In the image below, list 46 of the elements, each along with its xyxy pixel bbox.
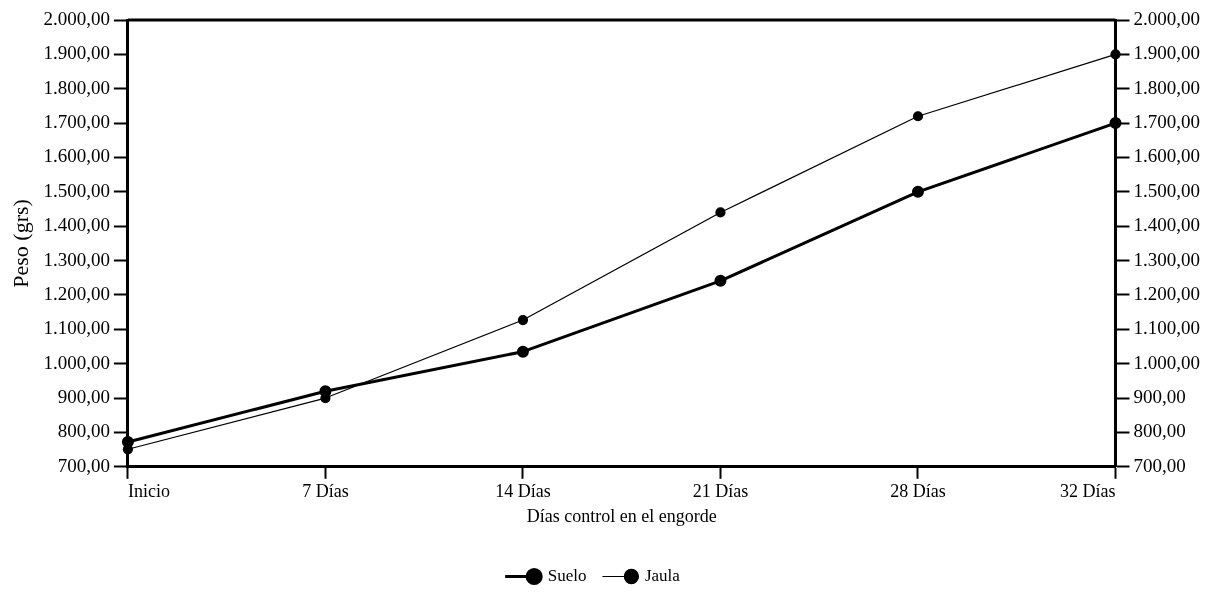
y2-tick-label: 800,00 bbox=[1133, 420, 1186, 442]
x-axis-title: Días control en el engorde bbox=[526, 505, 717, 526]
x-tick-label: 7 Días bbox=[302, 481, 349, 502]
y2-tick-label: 1.900,00 bbox=[1133, 42, 1200, 64]
y2-tick-label: 2.000,00 bbox=[1133, 7, 1200, 29]
y-tick-label: 1.400,00 bbox=[43, 214, 110, 236]
y2-tick-label: 700,00 bbox=[1133, 454, 1186, 476]
x-tick-label: 14 Días bbox=[495, 481, 551, 502]
y-tick-label: 1.600,00 bbox=[43, 145, 110, 167]
y-tick-label: 1.100,00 bbox=[43, 317, 110, 339]
point bbox=[715, 207, 726, 218]
point bbox=[517, 314, 529, 326]
y-tick-label: 2.000,00 bbox=[43, 7, 110, 29]
y-tick-label: 1.900,00 bbox=[43, 42, 110, 64]
legend-label: Suelo bbox=[547, 565, 587, 585]
y-tick-label: 1.200,00 bbox=[43, 282, 110, 304]
y2-tick-label: 1.100,00 bbox=[1133, 317, 1200, 339]
y-axis-title: Peso (grs) bbox=[7, 199, 33, 288]
y-tick-label: 1.700,00 bbox=[43, 111, 110, 133]
x-tick-label: 32 Días bbox=[1060, 481, 1116, 502]
y2-tick-label: 1.200,00 bbox=[1133, 282, 1200, 304]
y-tick-label: 1.000,00 bbox=[43, 351, 110, 373]
y-tick-label: 700,00 bbox=[57, 454, 110, 476]
y-tick-label: 1.300,00 bbox=[43, 248, 110, 270]
y2-tick-label: 1.600,00 bbox=[1133, 145, 1200, 167]
point bbox=[1109, 117, 1122, 130]
point bbox=[516, 345, 529, 358]
y-tick-label: 900,00 bbox=[57, 386, 110, 408]
point bbox=[714, 274, 727, 287]
y2-tick-label: 900,00 bbox=[1133, 386, 1186, 408]
y-tick-label: 1.500,00 bbox=[43, 179, 110, 201]
y2-tick-label: 1.800,00 bbox=[1133, 76, 1200, 98]
point bbox=[911, 185, 924, 198]
y-tick-label: 800,00 bbox=[57, 420, 110, 442]
point bbox=[1110, 49, 1121, 60]
point bbox=[912, 111, 924, 122]
y2-tick-label: 1.700,00 bbox=[1133, 111, 1200, 133]
y2-tick-label: 1.300,00 bbox=[1133, 248, 1200, 270]
y2-tick-label: 1.000,00 bbox=[1133, 351, 1200, 373]
y2-tick-label: 1.500,00 bbox=[1133, 179, 1200, 201]
legend-label: Jaula bbox=[644, 565, 681, 585]
x-tick-label: 28 Días bbox=[890, 481, 946, 502]
x-tick-label: Inicio bbox=[127, 481, 170, 502]
y-tick-label: 1.800,00 bbox=[43, 76, 110, 98]
x-tick-label: 21 Días bbox=[692, 481, 749, 502]
y2-tick-label: 1.400,00 bbox=[1133, 214, 1200, 236]
